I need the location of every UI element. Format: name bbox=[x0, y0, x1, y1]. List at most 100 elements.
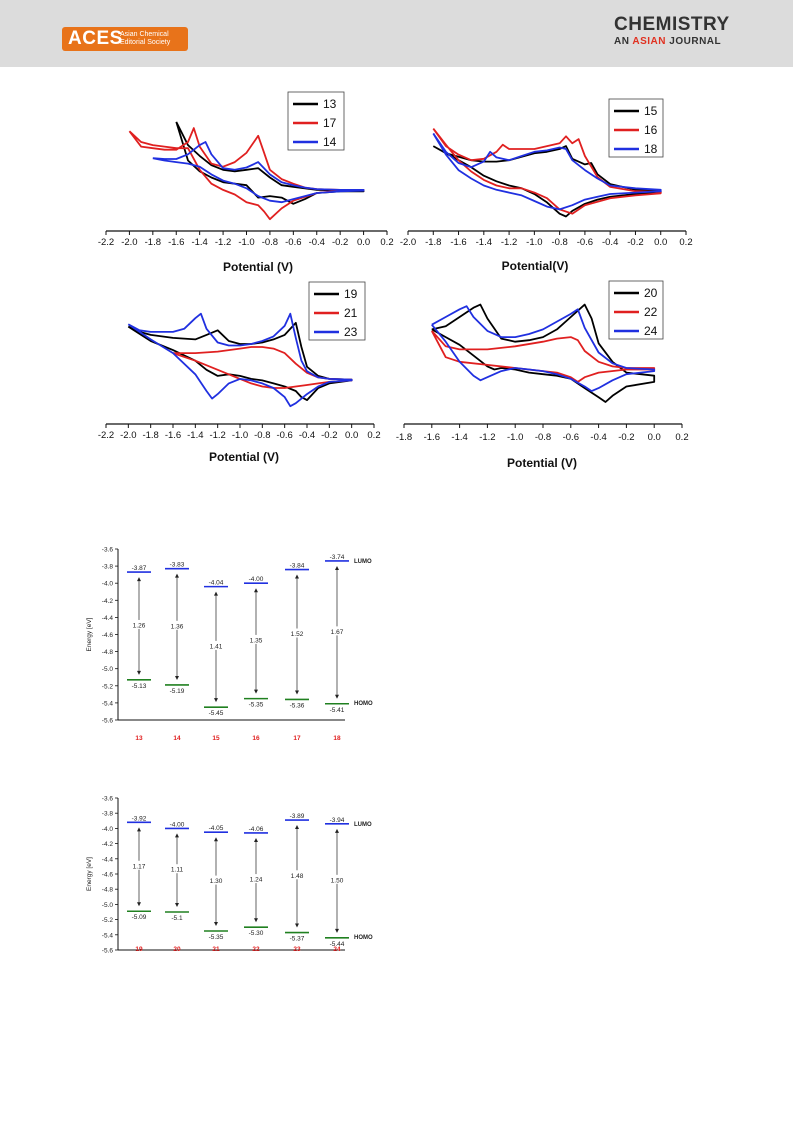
homo-value: -5.36 bbox=[290, 702, 305, 709]
homo-text: HOMO bbox=[354, 701, 373, 707]
x-tick-label: -0.4 bbox=[309, 237, 325, 248]
gap-value: 1.50 bbox=[331, 877, 344, 884]
lumo-value: -4.00 bbox=[249, 576, 264, 583]
compound-label: 13 bbox=[135, 735, 143, 742]
compound-label: 23 bbox=[293, 946, 301, 953]
gap-arrow-head-down bbox=[295, 690, 299, 695]
gap-label-bg bbox=[207, 875, 225, 885]
homo-value: -5.35 bbox=[249, 702, 264, 709]
aces-logo-line-2: Editorial Society bbox=[120, 39, 171, 46]
x-axis-label: Potential (V) bbox=[507, 456, 577, 470]
journal-header: ACES Asian Chemical Editorial Society CH… bbox=[0, 0, 793, 67]
gap-arrow-head-up bbox=[214, 591, 218, 596]
x-tick-label: -0.8 bbox=[535, 432, 551, 443]
x-tick-label: -1.8 bbox=[396, 432, 412, 443]
x-tick-label: -0.4 bbox=[299, 430, 315, 441]
cv-series-23 bbox=[127, 312, 353, 408]
gap-arrow-head-down bbox=[175, 675, 179, 680]
cv-series-16 bbox=[432, 128, 662, 215]
x-tick-label: -0.6 bbox=[285, 237, 301, 248]
legend-box bbox=[608, 280, 664, 340]
x-tick-label: -0.6 bbox=[577, 237, 593, 248]
journal-sub-asian: ASIAN bbox=[632, 36, 666, 47]
x-tick-label: 0.2 bbox=[679, 237, 692, 248]
legend-label: 21 bbox=[344, 306, 358, 320]
gap-label-bg bbox=[247, 634, 265, 644]
gap-arrow-head-up bbox=[214, 837, 218, 842]
gap-value: 1.11 bbox=[171, 867, 184, 874]
gap-value: 1.30 bbox=[210, 878, 223, 885]
gap-arrow-head-down bbox=[214, 698, 218, 703]
gap-label-bg bbox=[168, 620, 186, 630]
gap-arrow-head-down bbox=[335, 694, 339, 699]
homo-value: -5.19 bbox=[170, 688, 185, 695]
aces-logo-line-1: Asian Chemical bbox=[120, 31, 169, 38]
y-tick-label: -3.6 bbox=[102, 547, 114, 554]
lumo-value: -4.00 bbox=[170, 821, 185, 828]
x-tick-label: -0.6 bbox=[563, 432, 579, 443]
x-tick-label: -1.4 bbox=[476, 237, 492, 248]
x-tick-label: -0.8 bbox=[254, 430, 270, 441]
cv-series-24 bbox=[431, 305, 656, 393]
gap-label-bg bbox=[288, 870, 306, 880]
homo-value: -5.41 bbox=[330, 707, 345, 714]
compound-label: 17 bbox=[293, 735, 301, 742]
compound-label: 16 bbox=[252, 735, 260, 742]
lumo-value: -3.87 bbox=[132, 565, 147, 572]
gap-label-bg bbox=[130, 860, 148, 870]
compound-label: 24 bbox=[333, 946, 341, 953]
legend-label: 24 bbox=[644, 324, 658, 338]
gap-value: 1.17 bbox=[133, 863, 146, 870]
compound-label: 20 bbox=[173, 946, 181, 953]
y-tick-label: -4.0 bbox=[102, 581, 114, 588]
x-tick-label: -2.0 bbox=[400, 237, 416, 248]
y-tick-label: -5.6 bbox=[102, 948, 114, 955]
x-tick-label: 0.0 bbox=[654, 237, 667, 248]
x-tick-label: 0.2 bbox=[675, 432, 688, 443]
gap-value: 1.48 bbox=[291, 873, 304, 880]
y-tick-label: -3.8 bbox=[102, 564, 114, 571]
x-tick-label: -2.2 bbox=[98, 237, 114, 248]
journal-title: CHEMISTRY bbox=[614, 14, 730, 35]
x-tick-label: 0.2 bbox=[367, 430, 380, 441]
legend-label: 18 bbox=[644, 142, 658, 156]
compound-label: 18 bbox=[333, 735, 341, 742]
gap-arrow-head-down bbox=[295, 923, 299, 928]
legend-label: 15 bbox=[644, 104, 658, 118]
y-tick-label: -4.4 bbox=[102, 615, 114, 622]
cv-series-18 bbox=[432, 132, 662, 211]
x-tick-label: -1.4 bbox=[451, 432, 467, 443]
x-tick-label: -0.2 bbox=[332, 237, 348, 248]
gap-value: 1.36 bbox=[171, 623, 184, 630]
y-tick-label: -4.2 bbox=[102, 841, 114, 848]
homo-value: -5.37 bbox=[290, 936, 305, 943]
y-axis-label: Energy [eV] bbox=[86, 857, 93, 891]
homo-value: -5.1 bbox=[171, 915, 183, 922]
gap-arrow-head-up bbox=[137, 827, 141, 832]
gap-arrow-head-down bbox=[335, 928, 339, 933]
x-tick-label: 0.2 bbox=[380, 237, 393, 248]
y-tick-label: -5.4 bbox=[102, 932, 114, 939]
x-tick-label: -1.0 bbox=[507, 432, 523, 443]
gap-arrow-head-up bbox=[295, 574, 299, 579]
journal-subtitle: AN ASIAN JOURNAL bbox=[614, 36, 721, 47]
gap-label-bg bbox=[288, 628, 306, 638]
lumo-value: -3.92 bbox=[132, 815, 147, 822]
x-tick-label: -1.6 bbox=[165, 430, 181, 441]
x-tick-label: -0.6 bbox=[276, 430, 292, 441]
homo-value: -5.45 bbox=[209, 710, 224, 717]
x-axis-label: Potential (V) bbox=[223, 260, 293, 274]
gap-value: 1.41 bbox=[210, 643, 223, 650]
x-tick-label: -1.0 bbox=[232, 430, 248, 441]
homo-value: -5.30 bbox=[249, 930, 264, 937]
legend-box bbox=[287, 91, 345, 151]
lumo-value: -3.94 bbox=[330, 817, 345, 824]
x-tick-label: -1.0 bbox=[526, 237, 542, 248]
y-tick-label: -5.0 bbox=[102, 666, 114, 673]
legend-box bbox=[608, 98, 664, 158]
gap-label-bg bbox=[168, 864, 186, 874]
